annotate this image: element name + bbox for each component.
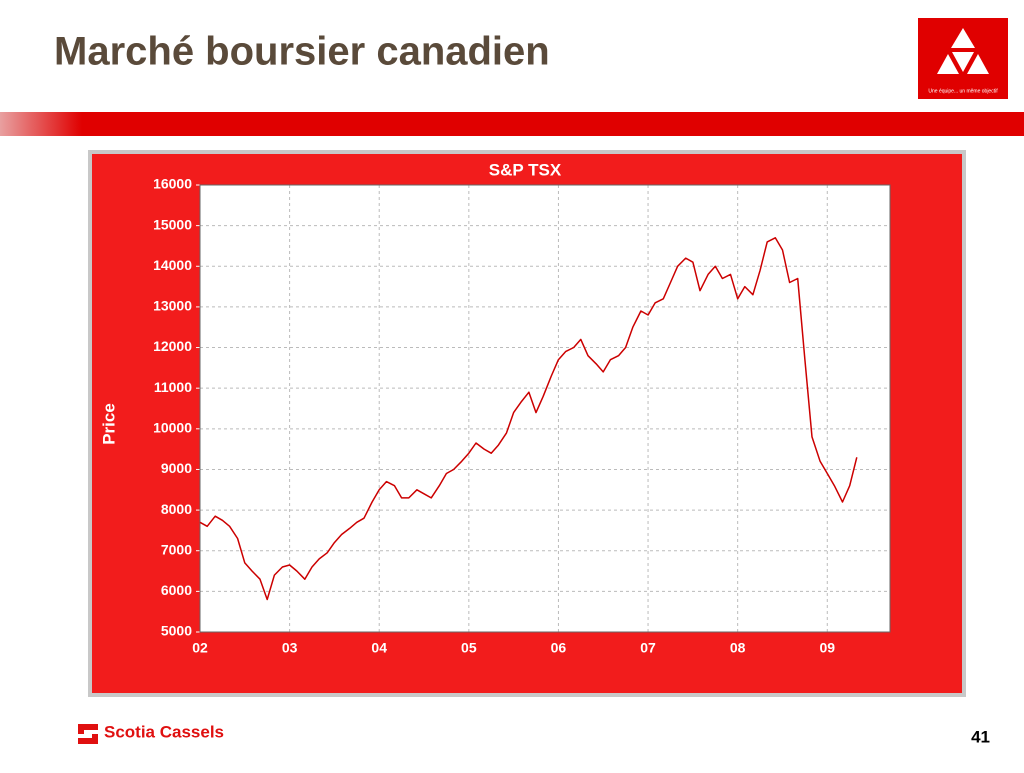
- slide-title: Marché boursier canadien: [54, 30, 550, 74]
- y-tick-label: 8000: [161, 501, 192, 517]
- y-tick-label: 6000: [161, 582, 192, 598]
- y-tick-label: 7000: [161, 541, 192, 557]
- y-axis-label: Price: [99, 403, 118, 445]
- plot-border: [199, 184, 891, 633]
- logo-shape: [952, 52, 974, 72]
- y-tick-label: 14000: [153, 257, 192, 273]
- footer-brand: Scotia Cassels: [104, 722, 224, 741]
- logo-shape: [937, 54, 959, 74]
- x-tick-label: 03: [282, 640, 298, 656]
- y-tick-label: 5000: [161, 623, 192, 639]
- logo-tagline: Une équipe... un même objectif: [928, 88, 998, 94]
- y-tick-label: 9000: [161, 460, 192, 476]
- chart-title: S&P TSX: [489, 160, 562, 179]
- x-tick-label: 07: [640, 640, 656, 656]
- x-tick-label: 02: [192, 640, 208, 656]
- y-tick-label: 10000: [153, 420, 192, 436]
- x-tick-label: 04: [371, 640, 387, 656]
- x-tick-label: 06: [551, 640, 567, 656]
- x-tick-label: 05: [461, 640, 477, 656]
- title-band: [0, 112, 1024, 136]
- logo-shape: [967, 54, 989, 74]
- y-tick-label: 11000: [154, 379, 192, 395]
- y-tick-label: 12000: [153, 338, 192, 354]
- price-line: [199, 237, 858, 601]
- page-number: 41: [971, 727, 990, 746]
- logo-shape: [951, 28, 975, 48]
- y-tick-label: 13000: [153, 298, 192, 314]
- plot-area: [200, 185, 890, 632]
- y-tick-label: 16000: [153, 176, 192, 192]
- x-tick-label: 09: [819, 640, 835, 656]
- y-tick-label: 15000: [153, 216, 192, 232]
- x-tick-label: 08: [730, 640, 746, 656]
- brand-icon: [78, 724, 98, 744]
